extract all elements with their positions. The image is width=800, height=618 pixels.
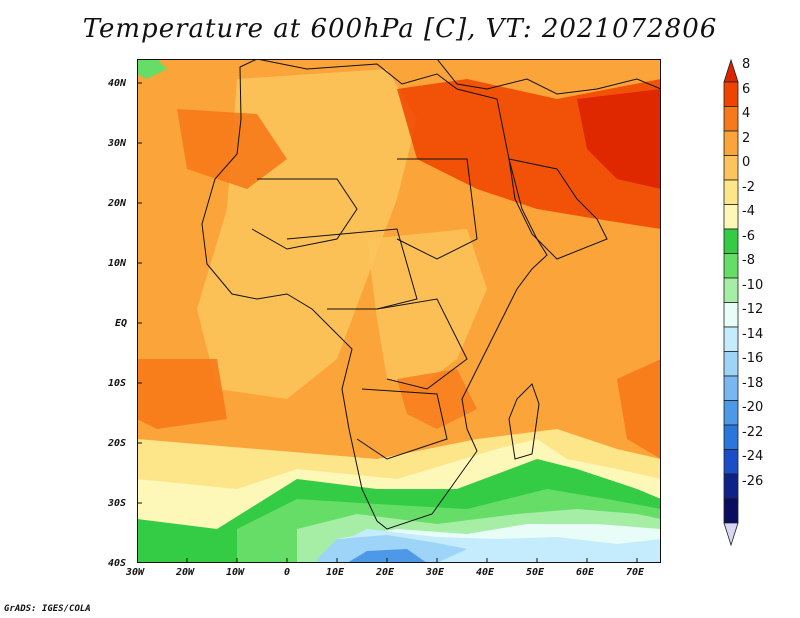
colorbar-label: -2 [742,180,755,195]
colorbar-swatches [723,58,739,547]
colorbar-swatch [723,351,739,377]
colorbar-label: -16 [742,351,764,366]
colorbar-swatch [723,302,739,328]
lat-label-20n: 20N [108,198,127,209]
colorbar-arrow-top [723,58,739,83]
colorbar-label: -20 [742,400,764,415]
colorbar-swatch [723,253,739,279]
map-border [137,59,661,563]
lon-label-20w: 20W [176,567,195,578]
colorbar-swatch [723,106,739,132]
colorbar-label: 8 [742,57,751,72]
colorbar-swatch [723,155,739,181]
colorbar-label: -4 [742,204,755,219]
lon-label-0: 0 [284,567,291,578]
lat-label-30s: 30S [108,498,127,509]
lat-label-10s: 10S [108,378,127,389]
colorbar-swatch [723,449,739,475]
colorbar-swatch [723,498,739,524]
coastlines [201,59,661,530]
lat-label-30n: 30N [108,138,127,149]
lat-label-40s: 40S [108,558,127,569]
lon-label-70e: 70E [626,567,645,578]
colorbar-label: 4 [742,106,751,121]
colorbar-swatch [723,277,739,303]
lat-label-40n: 40N [108,78,127,89]
colorbar-swatch [723,473,739,499]
temperature-map [137,59,661,563]
colorbar-label: -14 [742,327,764,342]
lon-label-30e: 30E [426,567,445,578]
lat-label-eq: EQ [115,318,128,329]
colorbar-swatch [723,179,739,205]
colorbar-label: 2 [742,131,751,146]
lon-label-50e: 50E [526,567,545,578]
colorbar-label: 0 [742,155,751,170]
colorbar-swatch [723,400,739,426]
colorbar-swatch [723,424,739,450]
lon-label-60e: 60E [576,567,595,578]
credit-text: GrADS: IGES/COLA [4,604,91,614]
colorbar-label: -6 [742,229,755,244]
lon-label-10w: 10W [226,567,245,578]
colorbar-label: -8 [742,253,755,268]
lon-label-40e: 40E [476,567,495,578]
colorbar-swatch [723,130,739,156]
lon-label-30w: 30W [126,567,145,578]
colorbar-label: 6 [742,82,751,97]
colorbar-arrow-bottom [723,522,739,547]
colorbar-label: -12 [742,302,764,317]
colorbar [723,58,739,547]
colorbar-label: -22 [742,425,764,440]
lat-label-20s: 20S [108,438,127,449]
temperature-field [137,59,661,563]
map-title: Temperature at 600hPa [C], VT: 202107280… [82,14,718,44]
colorbar-label: -24 [742,449,764,464]
lat-label-10n: 10N [108,258,127,269]
colorbar-swatch [723,326,739,352]
colorbar-swatch [723,81,739,107]
colorbar-swatch [723,375,739,401]
colorbar-label: -10 [742,278,764,293]
lon-label-10e: 10E [326,567,345,578]
colorbar-label: -26 [742,474,764,489]
tick-marks [137,82,638,563]
colorbar-swatch [723,228,739,254]
colorbar-swatch [723,204,739,230]
colorbar-label: -18 [742,376,764,391]
lon-label-20e: 20E [376,567,395,578]
